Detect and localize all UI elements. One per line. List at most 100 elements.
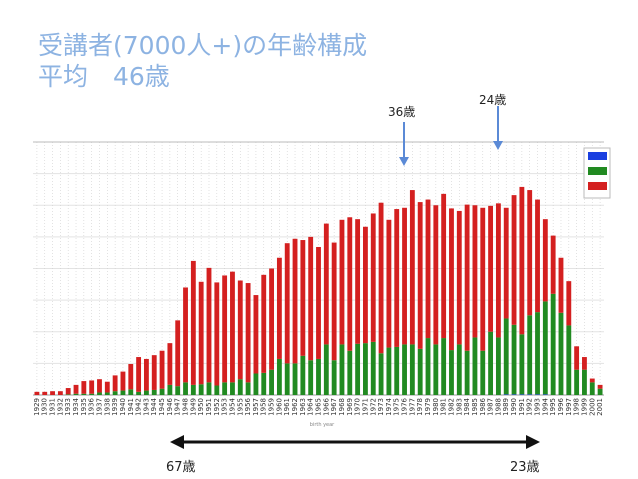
bar-segment-green	[308, 360, 314, 395]
bar-segment-red	[488, 205, 494, 332]
x-tick-label: 1934	[72, 397, 80, 415]
bar-segment-green	[151, 389, 157, 395]
x-tick-label: 1994	[541, 397, 549, 415]
x-tick-label: 1960	[275, 398, 283, 416]
bar-segment-green	[206, 382, 212, 395]
bar-segment-green	[276, 358, 282, 395]
bar-segment-red	[190, 260, 196, 385]
bar-segment-blue	[542, 394, 548, 395]
bar-segment-red	[503, 207, 509, 319]
bar-segment-green	[136, 391, 142, 395]
bar-segment-red	[151, 355, 157, 390]
x-tick-label: 1946	[166, 397, 174, 415]
bar-segment-green	[323, 344, 329, 395]
bar-segment-green	[488, 331, 494, 395]
bar-segment-green	[214, 385, 220, 395]
legend-swatch-blue	[588, 152, 607, 160]
bar-segment-green	[316, 358, 321, 395]
x-tick-label: 1963	[299, 398, 307, 416]
x-tick-label: 1964	[307, 397, 315, 415]
x-tick-label: 1990	[510, 398, 518, 416]
bar-segment-green	[253, 373, 259, 395]
bar-segment-red	[183, 287, 188, 383]
x-tick-label: 1950	[197, 398, 205, 416]
annotation-arrow-36	[399, 122, 409, 166]
x-tick-label: 1938	[103, 398, 111, 416]
bar-segment-red	[261, 274, 267, 373]
bar-segment-green	[355, 343, 361, 395]
bar-segment-red	[589, 378, 595, 383]
bar-segment-green	[535, 312, 540, 395]
bar-segment-red	[472, 205, 478, 338]
x-tick-label: 1968	[338, 398, 346, 416]
bar-segment-green	[582, 369, 587, 395]
bar-segment-red	[136, 357, 142, 392]
x-tick-label: 1949	[189, 398, 197, 416]
bar-segment-green	[112, 391, 118, 395]
bar-segment-red	[65, 388, 71, 395]
bar-segment-green	[566, 325, 572, 395]
bar-segment-blue	[511, 394, 517, 395]
x-tick-label: 1988	[494, 398, 502, 416]
bar-segment-green	[104, 392, 110, 395]
x-tick-label: 1939	[111, 398, 119, 416]
bar-segment-red	[495, 203, 501, 338]
bar-segment-red	[519, 186, 525, 335]
bar-segment-red	[104, 381, 110, 393]
x-tick-label: 1936	[88, 397, 96, 415]
bar-segment-red	[363, 226, 368, 344]
bar-segment-red	[198, 281, 204, 385]
x-tick-label: 1958	[260, 398, 268, 416]
x-tick-label: 1987	[487, 398, 495, 416]
bar-segment-blue	[535, 394, 540, 395]
bar-segment-red	[57, 391, 63, 395]
bar-segment-green	[128, 389, 134, 395]
bar-segment-blue	[527, 394, 533, 395]
bar-segment-green	[97, 392, 102, 395]
bar-segment-red	[230, 271, 235, 383]
bar-segment-red	[370, 213, 376, 342]
bar-segment-green	[245, 382, 251, 395]
x-tick-label: 1997	[565, 398, 573, 416]
bar-segment-red	[449, 208, 454, 351]
bar-segment-red	[464, 204, 470, 351]
slide-title: 受講者(7000人+)の年齢構成 平均 46歳	[38, 30, 367, 92]
x-tick-label: 1967	[330, 398, 338, 416]
bar-segment-green	[269, 369, 274, 395]
bar-segment-red	[378, 202, 384, 354]
bar-segment-green	[120, 390, 126, 395]
bar-segment-red	[542, 219, 548, 302]
x-tick-label: 1989	[502, 398, 510, 416]
bar-segment-green	[456, 344, 462, 395]
bar-segment-red	[284, 243, 290, 364]
annotation-label-36: 36歳	[388, 105, 416, 119]
x-tick-label: 1948	[182, 398, 190, 416]
x-tick-label: 1966	[322, 397, 330, 415]
x-tick-label: 1971	[361, 398, 369, 416]
bar-segment-green	[402, 344, 407, 395]
bar-segment-red	[386, 219, 392, 348]
bar-segment-red	[339, 219, 345, 345]
x-tick-label: 1983	[455, 398, 463, 416]
bar-segment-green	[159, 388, 165, 395]
bar-segment-red	[73, 384, 79, 394]
bar-segment-red	[316, 246, 321, 359]
bar-segment-red	[269, 268, 274, 370]
bar-segment-red	[50, 391, 55, 395]
bar-segment-green	[449, 350, 454, 395]
bar-segment-green	[261, 372, 267, 395]
x-tick-label: 1957	[252, 398, 260, 416]
annotation-arrow-24	[493, 106, 503, 150]
bar-segment-green	[300, 355, 306, 395]
x-tick-label: 1931	[49, 398, 57, 416]
bar-segment-red	[402, 207, 407, 345]
bar-segment-green	[73, 393, 79, 395]
bar-segment-green	[339, 344, 345, 395]
title-line-2: 平均 46歳	[38, 62, 170, 91]
x-tick-label: 1935	[80, 398, 88, 416]
bar-segment-red	[558, 257, 564, 313]
bar-segment-red	[511, 195, 517, 325]
x-tick-label: 1982	[447, 398, 455, 416]
x-tick-label: 1985	[471, 398, 479, 416]
x-tick-labels: 1929 1930 1931 1932 1933 1934 1935 1936 1937 1938…	[33, 397, 604, 415]
